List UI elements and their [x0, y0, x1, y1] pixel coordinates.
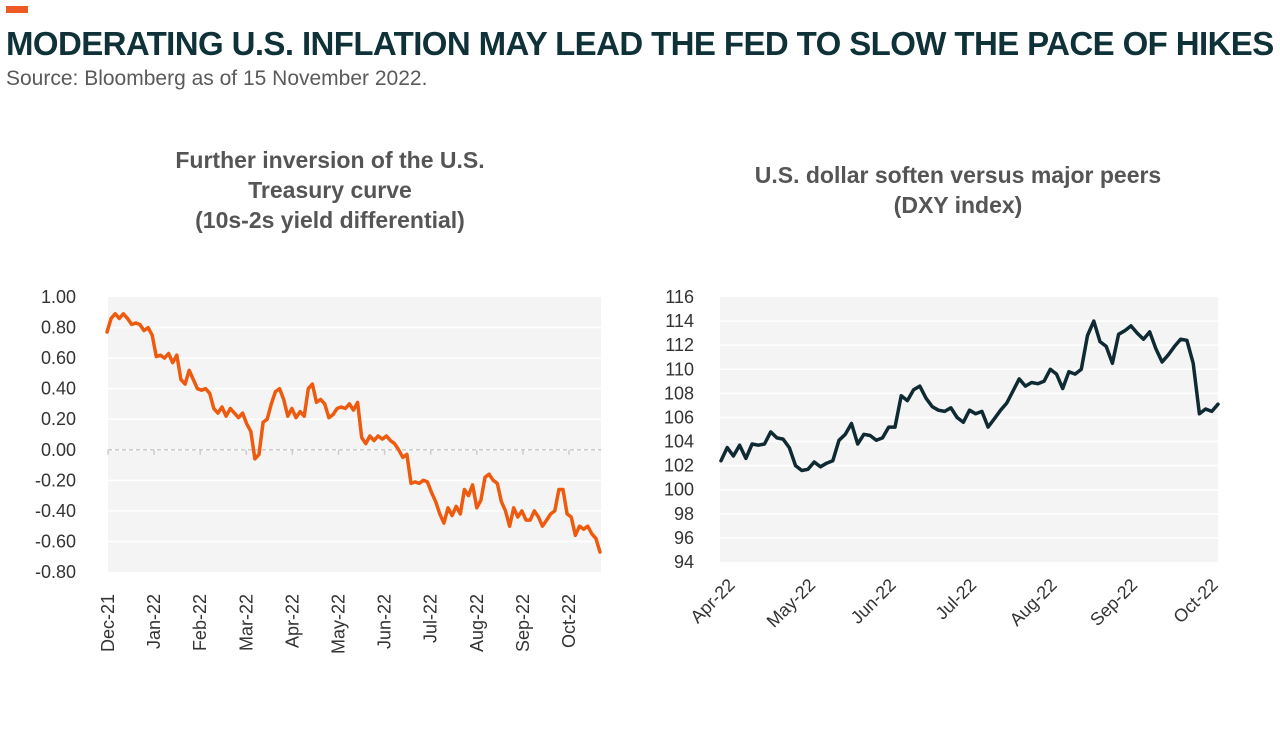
chart-right-title-line: U.S. dollar soften versus major peers — [754, 162, 1162, 188]
chart-right-y-tick-label: 100 — [664, 480, 694, 500]
chart-left-x-tick-label: Oct-22 — [559, 594, 579, 648]
chart-right-y-tick-label: 102 — [664, 456, 694, 476]
chart-left-x-tick-label: Sep-22 — [513, 594, 533, 652]
chart-left-y-tick-label: 0.60 — [41, 348, 76, 368]
chart-left-y-tick-label: 0.20 — [41, 409, 76, 429]
chart-right-y-tick-label: 106 — [664, 407, 694, 427]
chart-left-title-line: Further inversion of the U.S. — [175, 147, 485, 173]
chart-right-y-tick-label: 96 — [674, 528, 694, 548]
chart-right-series-line — [719, 319, 1220, 473]
chart-left-y-tick-label: -0.80 — [35, 562, 76, 582]
chart-right-x-tick-label: Aug-22 — [1006, 575, 1061, 630]
chart-left-y-tick-label: 1.00 — [41, 287, 76, 307]
chart-left-x-tick-label: Mar-22 — [236, 594, 256, 651]
chart-left-y-tick-label: -0.20 — [35, 470, 76, 490]
chart-right-y-tick-label: 112 — [665, 335, 694, 355]
header-accent-bar — [6, 6, 28, 13]
chart-right-y-tick-label: 94 — [674, 552, 694, 572]
chart-left-y-tick-label: -0.60 — [35, 531, 76, 551]
chart-left: 1.00 0.80 0.60 0.40 0.20 0.00 -0.20 -0.40 -0.60 -… — [35, 287, 602, 654]
chart-left-title-line: (10s-2s yield differential) — [195, 207, 465, 233]
chart-right-y-tick-label: 108 — [664, 383, 694, 403]
chart-right-x-tick-label: Sep-22 — [1086, 575, 1141, 630]
chart-right-x-tick-label: Jul-22 — [932, 575, 981, 624]
chart-right: 116 114 112 110 108 106 104 102 100 98 96 94 Apr-22 M… — [664, 287, 1222, 631]
chart-left-x-tick-label: Jul-22 — [421, 594, 441, 643]
chart-left-x-tick-label: Apr-22 — [282, 594, 302, 648]
chart-right-title-line: (DXY index) — [893, 192, 1023, 218]
chart-right-x-tick-label: Jun-22 — [847, 575, 900, 628]
chart-left-title: Further inversion of the U.S. Treasury c… — [130, 145, 530, 235]
chart-left-title-line: Treasury curve — [248, 177, 412, 203]
chart-left-y-tick-label: 0.80 — [41, 318, 76, 338]
chart-left-series-line — [105, 312, 602, 554]
chart-left-x-tick-label: Dec-21 — [98, 594, 118, 652]
chart-right-title: U.S. dollar soften versus major peers (D… — [708, 160, 1208, 220]
chart-right-y-tick-label: 98 — [674, 504, 694, 524]
chart-right-x-tick-label: Oct-22 — [1169, 575, 1221, 627]
chart-right-plot-area — [720, 297, 1218, 562]
chart-left-x-tick-label: Feb-22 — [190, 594, 210, 651]
chart-right-x-tick-label: Apr-22 — [686, 575, 738, 627]
chart-left-y-tick-label: 0.40 — [41, 379, 76, 399]
chart-left-x-tick-label: May-22 — [329, 594, 349, 654]
chart-right-y-tick-label: 104 — [664, 432, 694, 452]
chart-left-plot-area — [108, 297, 601, 572]
chart-left-x-tick-label: Jan-22 — [144, 594, 164, 649]
chart-right-y-tick-label: 116 — [665, 287, 694, 307]
chart-right-y-tick-label: 114 — [665, 311, 694, 331]
chart-right-y-tick-label: 110 — [665, 359, 694, 379]
chart-left-y-tick-label: -0.40 — [35, 501, 76, 521]
chart-right-x-tick-label: May-22 — [763, 575, 820, 632]
page-title: MODERATING U.S. INFLATION MAY LEAD THE F… — [6, 25, 1274, 62]
chart-left-x-tick-label: Aug-22 — [467, 594, 487, 652]
chart-left-x-tick-label: Jun-22 — [375, 594, 395, 649]
chart-left-y-tick-label: 0.00 — [41, 440, 76, 460]
page-source: Source: Bloomberg as of 15 November 2022… — [6, 67, 428, 90]
